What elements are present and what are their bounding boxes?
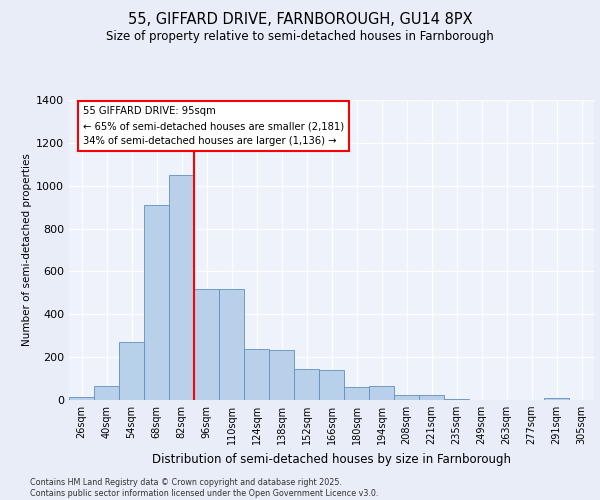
Text: 55, GIFFARD DRIVE, FARNBOROUGH, GU14 8PX: 55, GIFFARD DRIVE, FARNBOROUGH, GU14 8PX [128,12,472,28]
Bar [394,394,419,400]
Bar [419,394,444,400]
Bar [319,370,344,400]
Bar [94,386,119,400]
Bar [444,399,469,400]
Text: Size of property relative to semi-detached houses in Farnborough: Size of property relative to semi-detach… [106,30,494,43]
Bar [219,288,244,400]
Bar [344,387,369,400]
Bar [244,348,269,400]
Bar [69,397,94,400]
Y-axis label: Number of semi-detached properties: Number of semi-detached properties [22,154,32,346]
Text: 55 GIFFARD DRIVE: 95sqm
← 65% of semi-detached houses are smaller (2,181)
34% of: 55 GIFFARD DRIVE: 95sqm ← 65% of semi-de… [83,106,344,146]
Bar [169,175,194,400]
Bar [294,369,319,400]
Bar [269,350,294,400]
Bar [194,288,219,400]
Text: Contains HM Land Registry data © Crown copyright and database right 2025.
Contai: Contains HM Land Registry data © Crown c… [30,478,379,498]
Bar [544,398,569,400]
Bar [369,386,394,400]
Bar [119,342,144,400]
X-axis label: Distribution of semi-detached houses by size in Farnborough: Distribution of semi-detached houses by … [152,452,511,466]
Bar [144,205,169,400]
